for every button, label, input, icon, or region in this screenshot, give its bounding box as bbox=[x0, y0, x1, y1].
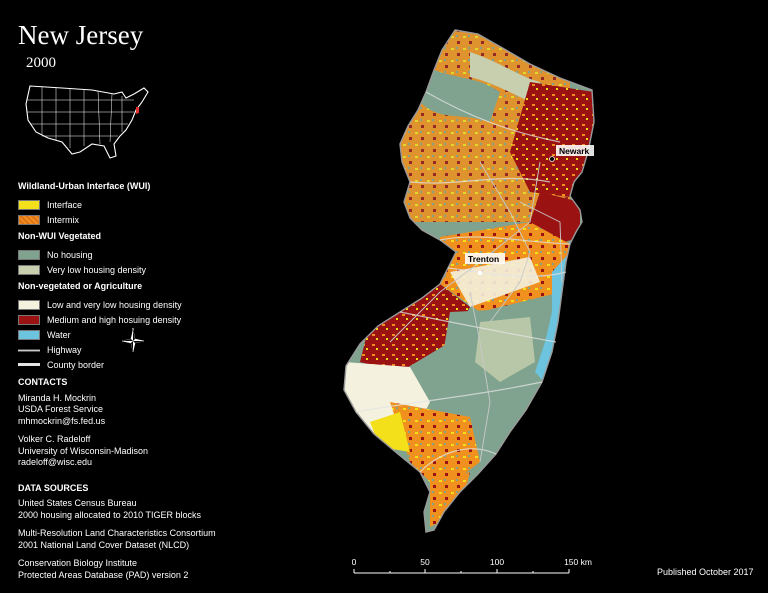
legend-no-housing: No housing bbox=[18, 247, 228, 262]
legend-wui-header: Wildland-Urban Interface (WUI) bbox=[18, 181, 151, 191]
county-borders bbox=[355, 91, 571, 473]
city-trenton: Trenton bbox=[465, 253, 505, 276]
legend-low-very-low: Low and very low housing density bbox=[18, 297, 228, 312]
intermix-label: Intermix bbox=[47, 214, 80, 225]
highway-label: Highway bbox=[47, 344, 82, 355]
us-locator-map bbox=[25, 85, 149, 159]
contacts-block: CONTACTS Miranda H. Mockrin USDA Forest … bbox=[18, 377, 238, 581]
scale-tick-100: 100 bbox=[490, 557, 504, 567]
legend-county-border: County border bbox=[18, 357, 228, 372]
sources-header: DATA SOURCES bbox=[18, 482, 89, 493]
source-1-line-1: United States Census Bureau bbox=[18, 498, 137, 508]
svg-text:Trenton: Trenton bbox=[468, 254, 499, 264]
legend-highway: Highway bbox=[18, 342, 228, 357]
low-very-low-swatch bbox=[18, 299, 40, 310]
source-1-line-2: 2000 housing allocated to 2010 TIGER blo… bbox=[18, 509, 201, 520]
legend-intermix: Intermix bbox=[18, 212, 228, 227]
very-low-swatch bbox=[18, 264, 40, 275]
very-low-label: Very low housing density bbox=[47, 264, 147, 275]
legend-nonwui-header: Non-WUI Vegetated bbox=[18, 231, 102, 241]
legend-nonveg-header: Non-vegetated or Agriculture bbox=[18, 281, 143, 291]
source-3-line-1: Conservation Biology Institute bbox=[18, 558, 138, 568]
med-high-label: Medium and high hosuing density bbox=[47, 314, 182, 325]
contact-2-org: University of Wisconsin-Madison bbox=[18, 445, 149, 456]
map-title: New Jersey bbox=[18, 20, 144, 50]
scale-tick-0: 0 bbox=[352, 557, 357, 567]
legend: Wildland-Urban Interface (WUI) Interface… bbox=[18, 181, 228, 372]
contacts-header: CONTACTS bbox=[18, 377, 68, 387]
interface-label: Interface bbox=[47, 199, 83, 210]
nj-map: Newark Trenton bbox=[343, 29, 595, 533]
map-year: 2000 bbox=[26, 55, 56, 71]
water-label: Water bbox=[47, 329, 71, 340]
source-2-line-2: 2001 National Land Cover Dataset (NLCD) bbox=[18, 539, 190, 550]
legend-med-high: Medium and high hosuing density bbox=[18, 312, 228, 327]
water-swatch bbox=[18, 329, 40, 340]
med-high-swatch bbox=[18, 314, 40, 325]
source-3-line-2: Protected Areas Database (PAD) version 2 bbox=[18, 569, 189, 580]
contact-1-org: USDA Forest Service bbox=[18, 404, 104, 414]
contact-2-email: radeloff@wisc.edu bbox=[18, 457, 93, 467]
north-arrow-icon: N bbox=[121, 328, 145, 353]
intermix-swatch bbox=[18, 214, 40, 225]
no-housing-label: No housing bbox=[47, 249, 93, 260]
highway-swatch bbox=[18, 345, 40, 355]
contact-2-name: Volker C. Radeloff bbox=[18, 434, 91, 444]
interface-swatch bbox=[18, 199, 40, 210]
no-housing-swatch bbox=[18, 249, 40, 260]
county-border-label: County border bbox=[47, 359, 105, 370]
contact-1-name: Miranda H. Mockrin bbox=[18, 392, 97, 403]
county-border-swatch bbox=[18, 360, 40, 370]
low-very-low-label: Low and very low housing density bbox=[47, 299, 182, 310]
scale-tick-50: 50 bbox=[420, 557, 430, 567]
scale-tick-150: 150 km bbox=[564, 557, 592, 567]
source-2-line-1: Multi-Resolution Land Characteristics Co… bbox=[18, 528, 216, 538]
legend-water: Water bbox=[18, 327, 228, 342]
legend-interface: Interface bbox=[18, 197, 228, 212]
contact-1-email: mhmockrin@fs.fed.us bbox=[18, 415, 106, 426]
svg-text:Newark: Newark bbox=[559, 146, 590, 156]
city-newark: Newark bbox=[549, 145, 594, 162]
svg-text:N: N bbox=[132, 328, 135, 331]
nj-highlight bbox=[136, 107, 139, 114]
scale-bar: 0 50 100 150 km bbox=[352, 557, 592, 574]
published-date: Published October 2017 bbox=[657, 567, 754, 577]
legend-very-low: Very low housing density bbox=[18, 262, 228, 277]
